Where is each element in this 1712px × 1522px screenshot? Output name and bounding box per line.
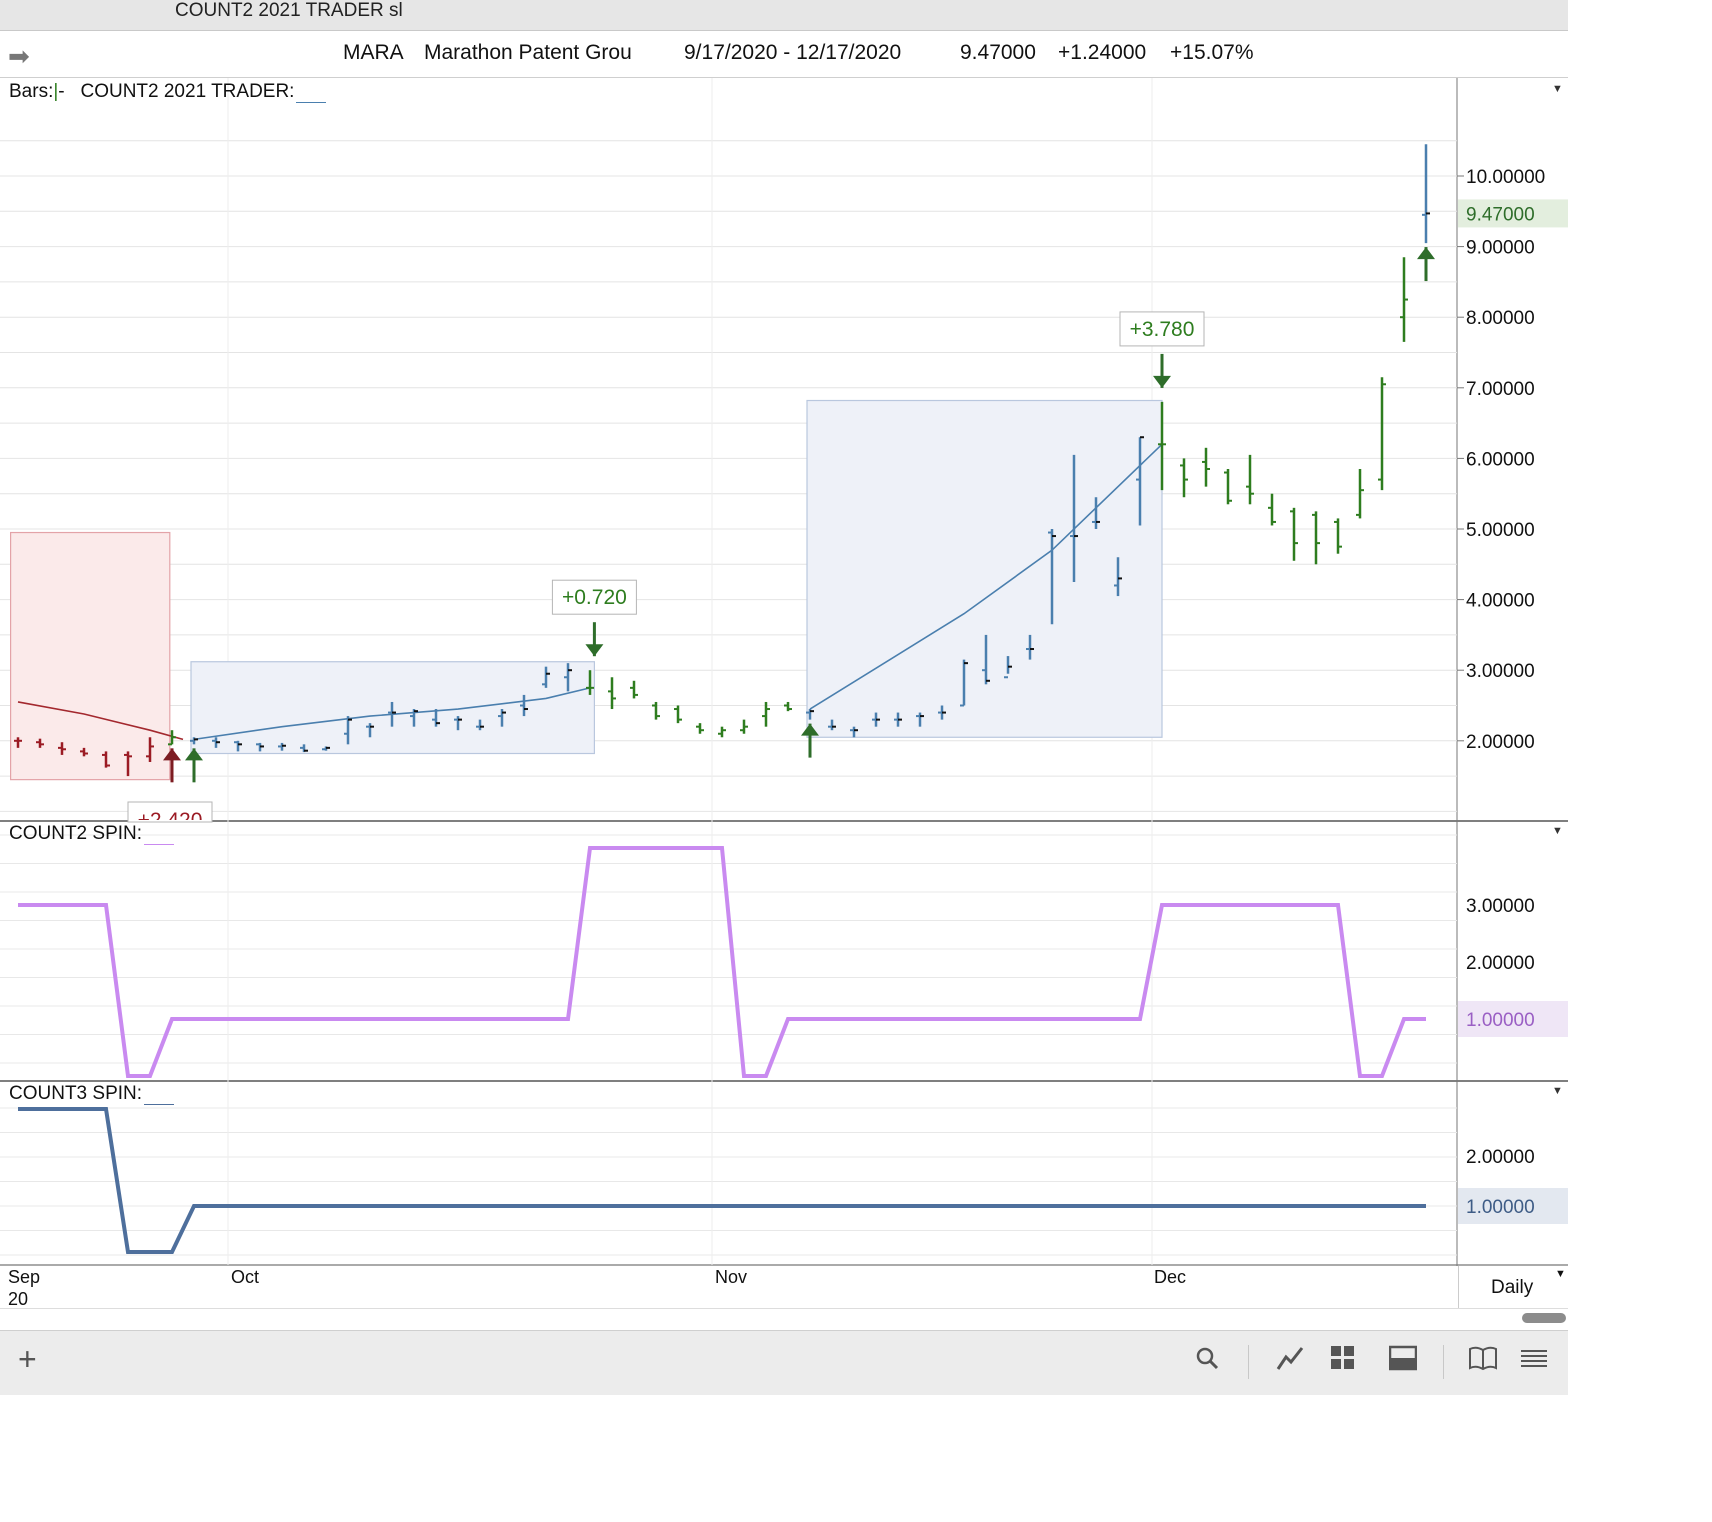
toolbar-separator: [1248, 1345, 1249, 1379]
spin3-panel-label: COUNT3 SPIN:: [9, 1083, 175, 1105]
arrow-down-head-icon: [1153, 375, 1171, 388]
x-label-oct: Oct: [231, 1267, 260, 1287]
percent-change: +15.07%: [1170, 41, 1254, 64]
line-chart-icon[interactable]: [1276, 1345, 1304, 1378]
window-titlebar: COUNT2 2021 TRADER sl: [0, 0, 1568, 31]
x-label-sep: Sep: [8, 1267, 41, 1287]
trade-box-red: [10, 531, 171, 781]
profit-label: +0.720: [562, 586, 627, 609]
symbol-info-bar: ➡ MARA Marathon Patent Grou 9/17/2020 - …: [0, 31, 1568, 78]
trend-line: [17, 701, 184, 741]
grid-icon[interactable]: [1330, 1345, 1356, 1378]
menu-icon[interactable]: [1520, 1345, 1548, 1378]
y-tick-label: 6.00000: [1466, 449, 1535, 470]
arrow-up-head-icon: [185, 748, 203, 761]
y-tick-label: 2.00000: [1466, 1147, 1535, 1168]
date-range: 9/17/2020 - 12/17/2020: [684, 41, 902, 64]
profit-label-box: [551, 579, 637, 615]
last-value-badge: [1458, 1001, 1568, 1037]
spin2-line: [18, 846, 1426, 1078]
main-panel-menu-icon[interactable]: ▼: [1552, 83, 1563, 95]
arrow-up-head-icon: [1417, 247, 1435, 260]
arrow-right-icon[interactable]: ➡: [8, 41, 30, 71]
y-tick-label: 3.00000: [1466, 896, 1535, 917]
x-label-year: 20: [8, 1289, 29, 1309]
period-menu-icon[interactable]: ▼: [1555, 1268, 1566, 1280]
profit-label: +3.780: [1130, 318, 1195, 341]
arrow-down-head-icon: [585, 644, 604, 657]
last-value-label: 1.00000: [1466, 1010, 1535, 1031]
bars-label: Bars:: [9, 81, 54, 102]
last-price: 9.47000: [960, 41, 1036, 64]
arrow-up-head-icon: [801, 723, 819, 736]
y-tick-label: 2.00000: [1466, 953, 1535, 974]
last-value-label: 1.00000: [1466, 1197, 1535, 1218]
company-name: Marathon Patent Grou: [424, 41, 632, 64]
y-tick-label: 8.00000: [1466, 308, 1535, 329]
spin3-panel-menu-icon[interactable]: ▼: [1552, 1085, 1563, 1097]
profit-label-box: [1119, 311, 1205, 347]
main-study-label: COUNT2 2021 TRADER:: [80, 81, 295, 102]
trade-box-blue: [806, 399, 1163, 738]
price-change: +1.24000: [1058, 41, 1147, 64]
y-tick-label: 10.00000: [1466, 167, 1545, 188]
y-tick-label: 9.00000: [1466, 238, 1535, 259]
period-label: Daily: [1491, 1277, 1534, 1298]
y-tick-label: 4.00000: [1466, 591, 1535, 612]
spin3-line: [18, 1107, 1426, 1254]
last-value-badge: [1458, 1188, 1568, 1224]
bottom-toolbar: +: [0, 1330, 1568, 1395]
last-value-badge: [1458, 199, 1568, 228]
search-icon[interactable]: [1194, 1345, 1220, 1378]
trend-line: [809, 443, 1163, 710]
spin2-panel-menu-icon[interactable]: ▼: [1552, 825, 1563, 837]
main-panel-label: Bars:|- COUNT2 2021 TRADER:: [9, 81, 327, 103]
arrow-up-head-icon: [163, 748, 181, 761]
chart-area[interactable]: +0.720 +3.780 +2.420 10.00000 9.00000 8.00000…: [0, 78, 1568, 1266]
symbol[interactable]: MARA: [343, 41, 404, 64]
toolbar-separator: [1443, 1345, 1444, 1379]
y-tick-label: 2.00000: [1466, 732, 1535, 753]
horizontal-scrollbar[interactable]: [0, 1308, 1568, 1329]
add-icon[interactable]: +: [18, 1341, 37, 1377]
period-selector[interactable]: Daily ▼: [1458, 1266, 1569, 1308]
spin3-label: COUNT3 SPIN:: [9, 1083, 143, 1104]
y-tick-label: 7.00000: [1466, 379, 1535, 400]
book-icon[interactable]: [1468, 1345, 1498, 1378]
spin2-panel-label: COUNT2 SPIN:: [9, 823, 175, 845]
last-value-label: 9.47000: [1466, 204, 1535, 225]
spin2-label: COUNT2 SPIN:: [9, 823, 143, 844]
window-title: COUNT2 2021 TRADER sl: [175, 0, 403, 21]
x-axis: Sep 20 Oct Nov Dec: [0, 1266, 1458, 1309]
profit-label: +2.420: [138, 809, 203, 832]
x-label-nov: Nov: [715, 1267, 748, 1287]
panel-icon[interactable]: [1388, 1345, 1418, 1378]
y-tick-label: 5.00000: [1466, 520, 1535, 541]
y-tick-label: 3.00000: [1466, 661, 1535, 682]
scrollbar-thumb[interactable]: [1522, 1313, 1566, 1323]
x-label-dec: Dec: [1154, 1267, 1187, 1287]
profit-label-box: [127, 801, 213, 823]
